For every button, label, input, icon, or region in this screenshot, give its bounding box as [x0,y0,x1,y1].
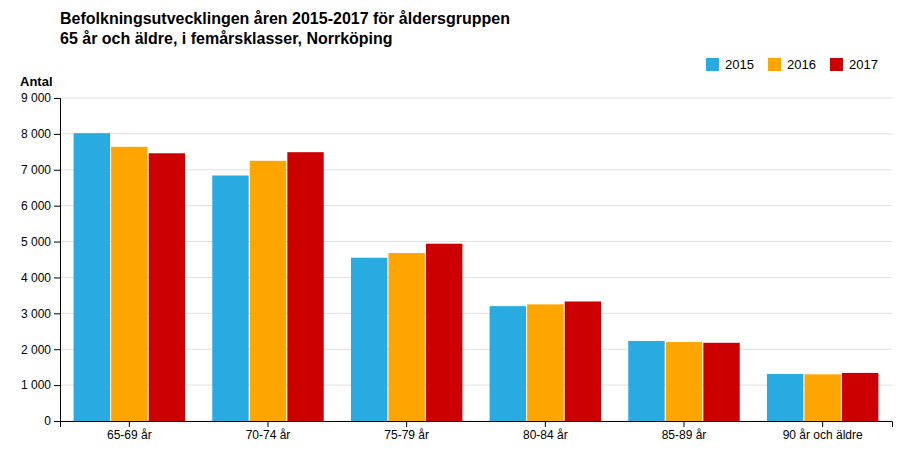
chart: Befolkningsutvecklingen åren 2015-2017 f… [0,0,916,459]
tick: 9 000 [21,91,60,105]
bars [74,133,879,421]
tick: 85-89 år [662,421,707,442]
bar [351,258,387,421]
legend: 2015 2016 2017 [706,57,878,72]
legend-swatch [706,58,719,71]
subtitle: 65 år och äldre, i femårsklasser, Norrkö… [60,30,393,47]
bar [212,176,248,421]
bar [426,244,462,421]
tick-label: 5 000 [21,235,51,249]
legend-label: 2017 [849,57,878,72]
tick: 65-69 år [107,421,152,442]
y-axis-title: Antal [20,74,53,89]
tick-label: 90 år och äldre [783,428,863,442]
legend-item: 2017 [830,57,878,72]
bar [250,161,286,421]
bar-series [149,152,879,421]
tick: 4 000 [21,271,60,285]
tick: 70-74 år [246,421,291,442]
tick-mark [54,134,60,135]
grid [60,98,892,421]
tick-label: 2 000 [21,343,51,357]
tick: 75-79 år [384,421,429,442]
bar [111,147,147,421]
legend-item: 2016 [768,57,816,72]
legend-item: 2015 [706,57,754,72]
tick-mark [545,421,546,427]
title: Befolkningsutvecklingen åren 2015-2017 f… [60,10,510,27]
tick-label: 75-79 år [384,428,429,442]
plot: 0 1 000 2 000 3 000 4 000 5 000 6 000 7 000 8 00… [21,91,893,441]
tick-label: 9 000 [21,91,51,105]
tick: 0 [44,414,60,428]
bar-series [111,147,841,421]
grid-line [60,133,892,134]
tick-mark [406,421,407,427]
bar [565,301,601,421]
tick-mark [268,421,269,427]
legend-swatch [768,58,781,71]
tick-label: 70-74 år [246,428,291,442]
x-axis: 65-69 år 70-74 år 75-79 år 80-84 år 85-89 år… [61,421,893,442]
bar [628,341,664,421]
tick-label: 7 000 [21,163,51,177]
bar [666,342,702,421]
tick: 1 000 [21,378,60,392]
legend-swatch [830,58,843,71]
tick: 7 000 [21,163,60,177]
tick: 6 000 [21,199,60,213]
y-axis: 0 1 000 2 000 3 000 4 000 5 000 6 000 7 000 8 00… [21,91,61,428]
bar [767,374,803,421]
tick-mark [684,421,685,427]
tick-label: 4 000 [21,271,51,285]
tick-mark [54,313,60,314]
tick: 90 år och äldre [783,421,863,442]
legend-label: 2015 [725,57,754,72]
axis-line [61,422,893,428]
tick-label: 65-69 år [107,428,152,442]
bar [490,306,526,421]
tick-label: 6 000 [21,199,51,213]
bar [287,152,323,421]
axis-line [54,99,61,422]
bar [842,373,878,421]
tick: 80-84 år [523,421,568,442]
tick-mark [54,277,60,278]
tick-label: 1 000 [21,378,51,392]
bar [388,253,424,421]
tick: 5 000 [21,235,60,249]
legend-label: 2016 [787,57,816,72]
tick: 2 000 [21,343,60,357]
tick-mark [129,421,130,427]
tick-mark [54,206,60,207]
bar [527,304,563,421]
bar [74,133,110,421]
bar [703,343,739,421]
tick-mark [54,421,60,422]
bar [149,153,185,421]
tick: 3 000 [21,307,60,321]
tick-label: 80-84 år [523,428,568,442]
tick: 8 000 [21,127,60,141]
tick-mark [54,98,60,99]
tick-mark [822,421,823,427]
tick-label: 3 000 [21,307,51,321]
tick-mark [54,170,60,171]
bar-series [74,133,804,421]
tick-mark [54,242,60,243]
tick-mark [54,349,60,350]
bar [804,374,840,421]
tick-label: 85-89 år [662,428,707,442]
grid-line [60,98,892,99]
tick-mark [54,385,60,386]
tick-label: 8 000 [21,127,51,141]
tick-label: 0 [44,414,51,428]
